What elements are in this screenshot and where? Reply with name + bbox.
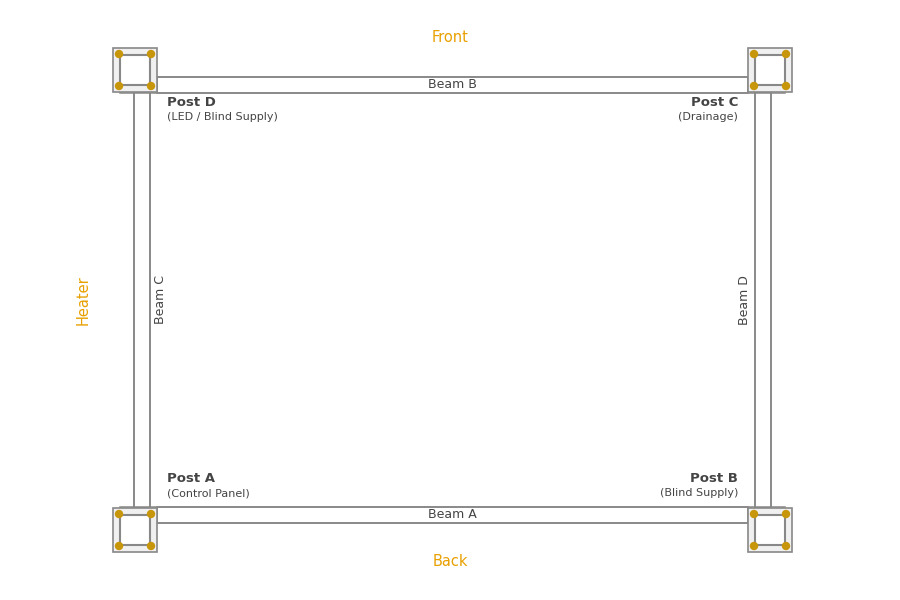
- Text: (LED / Blind Supply): (LED / Blind Supply): [167, 112, 278, 122]
- Circle shape: [782, 542, 789, 550]
- Circle shape: [148, 511, 155, 517]
- Text: Beam D: Beam D: [739, 275, 752, 325]
- Text: (Drainage): (Drainage): [678, 112, 738, 122]
- Circle shape: [751, 50, 758, 58]
- Circle shape: [115, 542, 122, 550]
- Circle shape: [148, 50, 155, 58]
- Bar: [748, 508, 792, 552]
- Bar: [755, 515, 785, 545]
- Bar: [755, 92, 771, 508]
- Bar: [157, 77, 748, 93]
- Text: Front: Front: [432, 31, 468, 46]
- Bar: [120, 515, 150, 545]
- Bar: [755, 55, 785, 85]
- Bar: [113, 48, 157, 92]
- Circle shape: [782, 511, 789, 517]
- Circle shape: [782, 50, 789, 58]
- Circle shape: [751, 82, 758, 89]
- Circle shape: [115, 82, 122, 89]
- Text: (Blind Supply): (Blind Supply): [660, 488, 738, 498]
- Text: Post A: Post A: [167, 472, 215, 485]
- Text: Beam B: Beam B: [428, 79, 477, 91]
- Text: Beam C: Beam C: [154, 275, 166, 325]
- Text: Post D: Post D: [167, 96, 216, 109]
- Text: (Control Panel): (Control Panel): [167, 488, 250, 498]
- Text: Post C: Post C: [690, 96, 738, 109]
- Circle shape: [115, 50, 122, 58]
- Circle shape: [751, 511, 758, 517]
- Bar: [134, 92, 150, 508]
- Circle shape: [782, 82, 789, 89]
- Circle shape: [751, 542, 758, 550]
- Bar: [120, 55, 150, 85]
- Text: Heater: Heater: [76, 275, 91, 325]
- Text: Back: Back: [432, 554, 468, 569]
- Text: Post B: Post B: [690, 472, 738, 485]
- Bar: [748, 48, 792, 92]
- Circle shape: [115, 511, 122, 517]
- Bar: [113, 508, 157, 552]
- Text: Beam A: Beam A: [428, 509, 477, 521]
- Circle shape: [148, 82, 155, 89]
- Circle shape: [148, 542, 155, 550]
- Bar: [157, 507, 748, 523]
